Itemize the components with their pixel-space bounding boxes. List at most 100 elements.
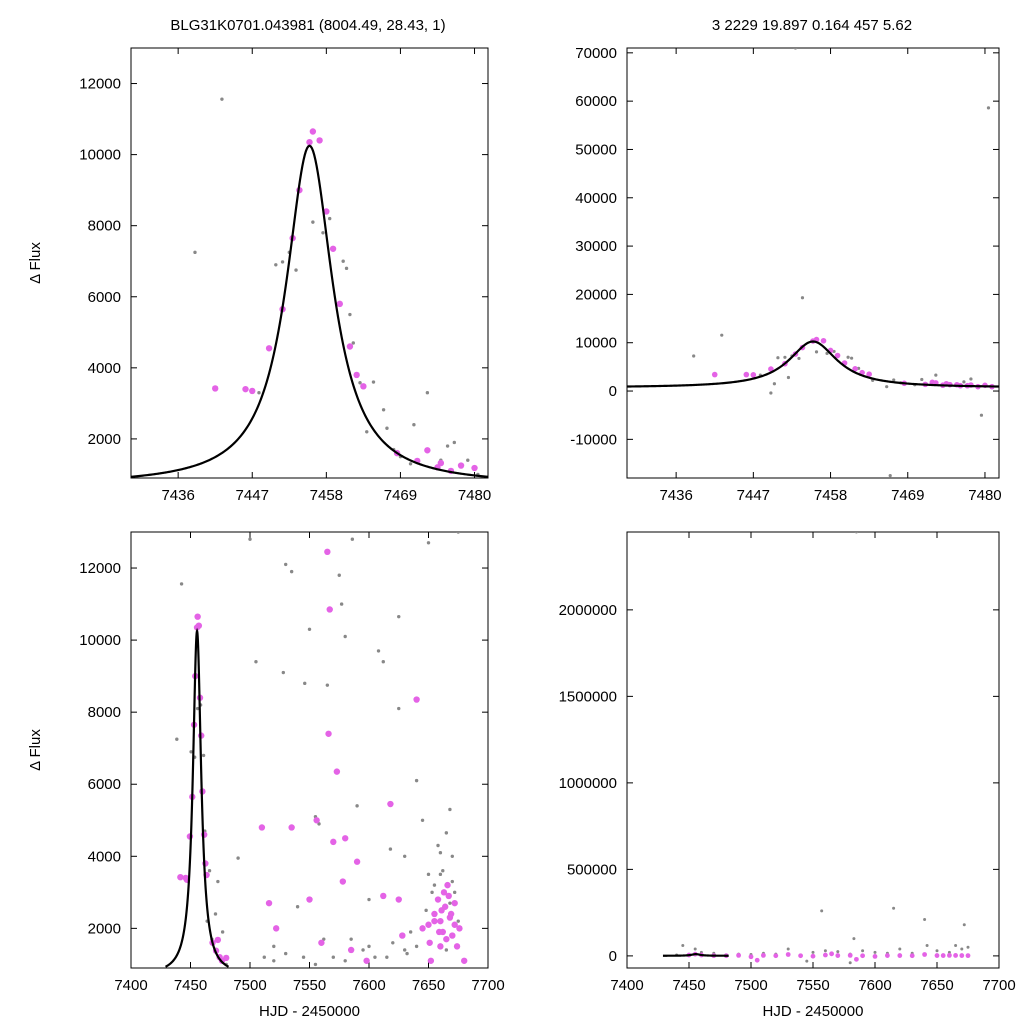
data-point (427, 957, 435, 964)
x-tick-label: 7458 (814, 487, 847, 504)
data-point (453, 943, 461, 950)
data-point (306, 138, 313, 146)
data-point (367, 944, 371, 949)
data-point (339, 878, 347, 885)
data-point (405, 951, 409, 956)
data-point (424, 447, 431, 454)
data-point (408, 462, 413, 466)
x-tick-label: 7400 (610, 977, 643, 994)
y-tick-label: 10000 (79, 632, 121, 649)
data-point (342, 835, 349, 842)
data-point (966, 945, 970, 949)
data-point (325, 730, 332, 737)
data-point (979, 413, 984, 417)
y-tick-label: 500000 (567, 861, 617, 878)
data-point (412, 422, 416, 427)
x-tick-label: 7400 (114, 977, 147, 994)
x-tick-label: 7650 (920, 977, 953, 994)
data-point (175, 737, 179, 741)
data-point (387, 800, 394, 808)
data-point (265, 345, 273, 352)
data-point (353, 858, 361, 865)
data-point (811, 950, 815, 954)
data-point (437, 943, 444, 950)
data-point (351, 341, 355, 345)
data-point (189, 750, 193, 754)
data-point (986, 106, 991, 110)
data-point (920, 377, 924, 382)
data-point (309, 128, 317, 135)
data-point (935, 949, 939, 953)
data-point (897, 953, 903, 958)
data-point (434, 896, 442, 903)
x-tick-label: 7480 (458, 487, 491, 504)
x-tick-label: 7500 (734, 977, 767, 994)
y-tick-label: 2000000 (559, 602, 617, 619)
data-point (451, 921, 458, 928)
data-point (769, 391, 773, 395)
data-point (852, 366, 858, 372)
data-point (934, 953, 940, 958)
model-curve (662, 953, 729, 957)
data-point (861, 949, 865, 953)
data-point (761, 952, 766, 958)
y-tick-label: 1500000 (559, 688, 617, 705)
data-point (408, 930, 413, 934)
data-point (445, 892, 452, 900)
data-point (337, 573, 341, 577)
data-point (444, 948, 449, 952)
data-point (328, 216, 332, 221)
data-point (385, 955, 389, 959)
data-point (466, 458, 470, 462)
y-tick-label: 12000 (79, 560, 121, 577)
data-point (438, 872, 443, 877)
data-point (456, 925, 463, 932)
data-point (934, 373, 938, 377)
y-tick-label: 4000 (88, 848, 121, 865)
data-point (254, 660, 258, 664)
data-point (295, 905, 300, 909)
x-axis-label: HJD - 2450000 (763, 1003, 864, 1020)
data-point (430, 890, 434, 895)
data-point (177, 873, 184, 881)
data-point (194, 613, 201, 620)
data-point (284, 562, 288, 567)
data-point (403, 948, 407, 952)
y-tick-label: 1000000 (559, 775, 617, 792)
data-point (303, 681, 307, 686)
x-tick-label: 7447 (737, 487, 770, 504)
data-point (872, 954, 878, 959)
data-point (681, 944, 685, 948)
data-point (349, 937, 353, 941)
data-point (835, 953, 841, 958)
data-point (403, 854, 407, 858)
data-point (959, 953, 965, 958)
data-point (336, 300, 344, 308)
data-point (284, 951, 288, 956)
x-tick-label: 7550 (796, 977, 829, 994)
data-point (341, 259, 345, 263)
panel-top-left: 7436 7447 7458 7469 7480 2000 4000 6000 8000 1000… (27, 47, 491, 504)
data-layer (164, 532, 468, 968)
y-tick-label: 50000 (575, 141, 617, 158)
x-tick-label: 7458 (310, 487, 343, 504)
data-point (736, 952, 741, 958)
x-tick-label: 7700 (471, 977, 504, 994)
data-point (785, 952, 791, 957)
data-point (850, 356, 854, 360)
data-point (829, 951, 834, 957)
x-tick-label: 7447 (236, 487, 269, 504)
data-point (425, 921, 432, 928)
data-point (321, 231, 325, 235)
data-point (854, 956, 859, 962)
data-point (350, 537, 355, 541)
y-tick-label: 0 (609, 948, 617, 965)
data-point (447, 910, 455, 918)
data-point (885, 953, 890, 958)
data-point (316, 137, 323, 144)
data-point (301, 955, 306, 959)
data-point (414, 778, 419, 783)
data-point (456, 532, 460, 534)
data-point (425, 391, 430, 395)
